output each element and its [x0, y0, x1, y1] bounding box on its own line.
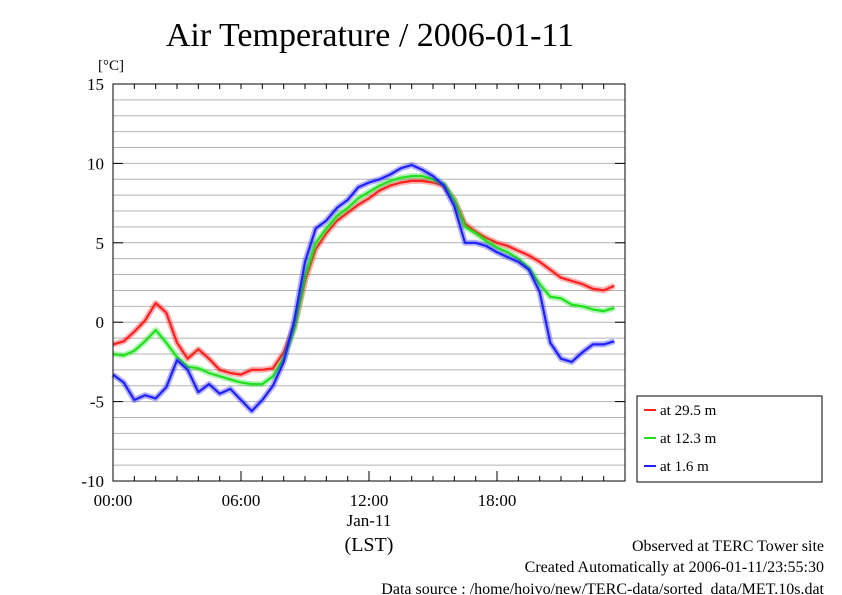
x-date-label: Jan-11 [347, 511, 392, 530]
legend-box [636, 395, 823, 483]
y-axis-ticks: 15 10 5 0 -5 -10 [81, 75, 625, 491]
series-line-at-29-5-m [112, 179, 615, 376]
footer-observed-line: Observed at TERC Tower site [632, 538, 824, 555]
footer-datasource-line: Data source : /home/hoivo/new/TERC-data/… [381, 581, 824, 595]
footer-created-line: Created Automatically at 2006-01-11/23:5… [525, 559, 824, 576]
x-tick-label: 00:00 [94, 491, 133, 510]
y-axis-unit-label: [°C] [98, 58, 124, 74]
legend-label: at 29.5 m [660, 403, 717, 419]
y-tick-label: -10 [81, 472, 104, 491]
x-tick-label: 06:00 [222, 491, 261, 510]
plot-frame [112, 83, 626, 482]
chart-title: Air Temperature / 2006-01-11 [166, 17, 574, 54]
series-band-at-12-3-m [112, 173, 616, 388]
x-axis-ticks: 00:00 06:00 12:00 18:00 [94, 84, 605, 510]
series-line-at-1-6-m [112, 163, 615, 413]
series-line-at-12-3-m [112, 175, 615, 386]
y-tick-label: 0 [96, 313, 105, 332]
legend-label: at 12.3 m [660, 431, 717, 447]
legend: at 29.5 m at 12.3 m at 1.6 m [636, 395, 823, 483]
x-axis-label: (LST) [345, 534, 394, 556]
series-layer [111, 162, 616, 415]
legend-label: at 1.6 m [660, 459, 709, 475]
x-tick-label: 12:00 [350, 491, 389, 510]
series-band-at-29-5-m [112, 177, 616, 378]
x-tick-label: 18:00 [478, 491, 517, 510]
y-tick-label: -5 [90, 393, 104, 412]
y-tick-label: 10 [87, 154, 104, 173]
grid-lines [113, 99, 625, 466]
y-tick-label: 5 [96, 234, 105, 253]
y-tick-label: 15 [87, 75, 104, 94]
